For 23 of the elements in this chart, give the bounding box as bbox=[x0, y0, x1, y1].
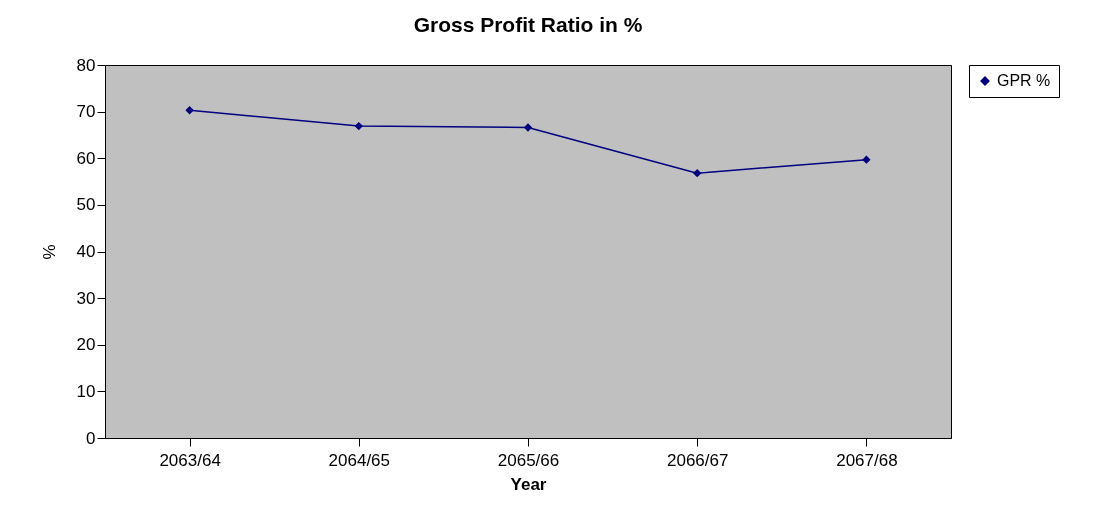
point bbox=[354, 121, 363, 131]
y-tick-label: 20 bbox=[76, 335, 96, 355]
chart-title: Gross Profit Ratio in % bbox=[413, 13, 643, 36]
y-tick-label: 0 bbox=[86, 428, 96, 448]
y-tick-label: 50 bbox=[76, 195, 96, 215]
y-tick-label: 30 bbox=[76, 288, 96, 308]
point bbox=[693, 168, 702, 178]
y-tick-label: 40 bbox=[76, 242, 96, 261]
y-tick-label: 80 bbox=[76, 55, 96, 75]
y-axis-title: % bbox=[39, 244, 59, 260]
x-axis-title: Year bbox=[510, 474, 547, 494]
y-tick-label: 60 bbox=[76, 148, 96, 168]
x-tick-label: 2064/65 bbox=[328, 450, 391, 470]
legend-label: GPR % bbox=[997, 72, 1051, 89]
y-tick-label: 70 bbox=[76, 102, 96, 122]
x-tick-label: 2065/66 bbox=[497, 450, 560, 470]
x-tick-label: 2066/67 bbox=[666, 450, 729, 470]
point bbox=[862, 155, 871, 164]
x-tick-label: 2067/68 bbox=[836, 450, 898, 470]
x-tick-label: 2063/64 bbox=[159, 450, 221, 470]
point bbox=[185, 106, 194, 115]
point bbox=[523, 123, 533, 132]
y-tick-label: 10 bbox=[76, 381, 96, 401]
